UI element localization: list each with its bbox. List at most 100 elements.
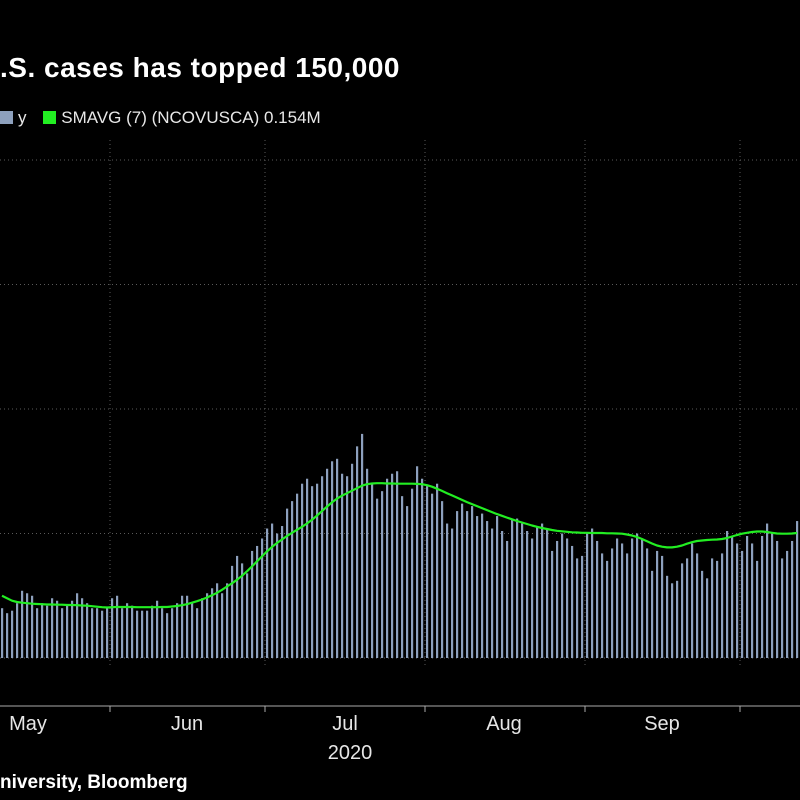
bar-daily-cases: [536, 526, 539, 658]
bar-daily-cases: [1, 608, 4, 658]
bar-daily-cases: [526, 531, 529, 658]
bar-daily-cases: [461, 503, 464, 658]
bar-daily-cases: [501, 531, 504, 658]
bar-daily-cases: [541, 523, 544, 658]
bar-daily-cases: [556, 540, 559, 658]
bar-daily-cases: [121, 608, 124, 658]
bar-daily-cases: [641, 538, 644, 658]
bar-daily-cases: [31, 595, 34, 658]
bar-daily-cases: [726, 531, 729, 658]
bar-daily-cases: [471, 506, 474, 658]
bar-daily-cases: [451, 528, 454, 658]
bar-daily-cases: [771, 533, 774, 658]
bar-daily-cases: [86, 603, 89, 658]
legend-item-smavg: SMAVG (7) (NCOVUSCA) 0.154M: [43, 108, 321, 127]
bar-daily-cases: [781, 558, 784, 658]
bar-daily-cases: [331, 461, 334, 658]
bar-daily-cases: [291, 501, 294, 658]
bar-daily-cases: [631, 538, 634, 658]
bar-daily-cases: [611, 548, 614, 658]
bar-daily-cases: [406, 506, 409, 658]
bar-daily-cases: [166, 613, 169, 658]
bar-daily-cases: [236, 555, 239, 658]
bar-daily-cases: [151, 605, 154, 658]
x-year-label: 2020: [328, 742, 373, 764]
bar-daily-cases: [751, 543, 754, 658]
bar-daily-cases: [16, 603, 19, 658]
bar-daily-cases: [731, 535, 734, 658]
bar-daily-cases: [176, 603, 179, 658]
bar-daily-cases: [376, 498, 379, 658]
bar-daily-cases: [566, 538, 569, 658]
bar-daily-cases: [356, 446, 359, 658]
bar-daily-cases: [396, 471, 399, 658]
bar-daily-cases: [551, 550, 554, 658]
bar-daily-cases: [596, 540, 599, 658]
bar-daily-cases: [506, 540, 509, 658]
bar-daily-cases: [681, 563, 684, 658]
bar-daily-cases: [281, 526, 284, 658]
bar-daily-cases: [321, 476, 324, 658]
bar-daily-cases: [21, 590, 24, 658]
bar-daily-cases: [6, 613, 9, 658]
x-tick-label-aug: Aug: [486, 713, 522, 735]
bar-daily-cases: [36, 608, 39, 658]
bar-daily-cases: [761, 535, 764, 658]
bar-daily-cases: [736, 543, 739, 658]
bar-daily-cases: [416, 466, 419, 658]
bar-daily-cases: [271, 523, 274, 658]
bar-daily-cases: [411, 488, 414, 658]
bar-daily-cases: [341, 473, 344, 658]
bar-daily-cases: [651, 570, 654, 658]
bar-daily-cases: [286, 508, 289, 658]
bar-daily-cases: [131, 605, 134, 658]
bar-daily-cases: [766, 523, 769, 658]
bar-daily-cases: [206, 593, 209, 658]
legend: y SMAVG (7) (NCOVUSCA) 0.154M: [0, 108, 333, 128]
bar-daily-cases: [476, 516, 479, 658]
bar-daily-cases: [656, 550, 659, 658]
legend-label-smavg: SMAVG (7) (NCOVUSCA) 0.154M: [61, 108, 321, 127]
bar-daily-cases: [601, 553, 604, 658]
bar-daily-cases: [571, 545, 574, 658]
bar-daily-cases: [776, 540, 779, 658]
bar-daily-cases: [196, 608, 199, 658]
bar-daily-cases: [81, 598, 84, 658]
bar-daily-cases: [296, 493, 299, 658]
bar-daily-cases: [136, 610, 139, 658]
bar-daily-cases: [786, 550, 789, 658]
bar-daily-cases: [171, 608, 174, 658]
bar-daily-cases: [796, 521, 799, 658]
bar-daily-cases: [76, 593, 79, 658]
legend-swatch-smavg: [43, 111, 57, 124]
bar-daily-cases: [436, 483, 439, 658]
bar-daily-cases: [686, 558, 689, 658]
bar-daily-cases: [41, 603, 44, 658]
bar-daily-cases: [401, 496, 404, 658]
bar-daily-cases: [221, 593, 224, 658]
bar-daily-cases: [441, 501, 444, 658]
bar-daily-cases: [51, 598, 54, 658]
bar-daily-cases: [241, 563, 244, 658]
bar-daily-cases: [386, 478, 389, 658]
bar-daily-cases: [46, 605, 49, 658]
bar-daily-cases: [101, 610, 104, 658]
bar-daily-cases: [371, 483, 374, 658]
bar-daily-cases: [361, 433, 364, 658]
bar-daily-cases: [326, 468, 329, 658]
x-tick-label-jun: Jun: [171, 713, 203, 735]
bar-daily-cases: [116, 595, 119, 658]
bar-daily-cases: [191, 603, 194, 658]
bar-daily-cases: [666, 575, 669, 658]
source-credit: niversity, Bloomberg: [0, 772, 188, 793]
bar-daily-cases: [161, 608, 164, 658]
bar-daily-cases: [446, 523, 449, 658]
bar-daily-cases: [531, 538, 534, 658]
bar-daily-cases: [56, 600, 59, 658]
bar-daily-cases: [306, 478, 309, 658]
bar-daily-cases: [91, 608, 94, 658]
bar-daily-cases: [696, 553, 699, 658]
x-tick-label-jul: Jul: [332, 713, 358, 735]
bar-daily-cases: [676, 580, 679, 658]
